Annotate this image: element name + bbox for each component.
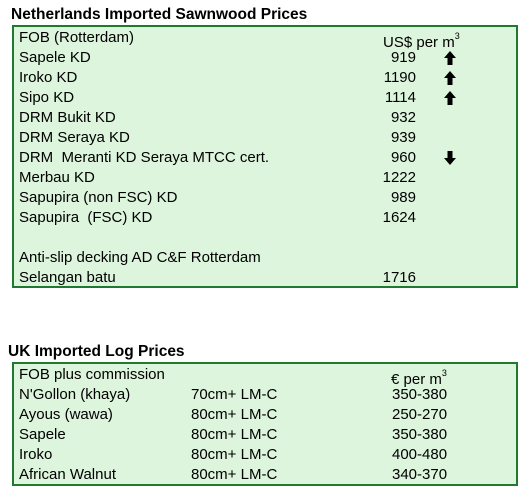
table-header-row: FOB (Rotterdam) US$ per m3 [14,28,516,51]
table-header-row: FOB plus commission € per m3 [14,365,516,388]
wood-name: Sapupira (FSC) KD [19,209,153,226]
wood-name: Selangan batu [19,269,116,286]
wood-name: Iroko KD [19,69,78,86]
down-arrow-icon [444,151,456,165]
wood-name: DRM Meranti KD Seraya MTCC cert. [19,149,270,166]
up-arrow-icon [444,51,456,65]
price-range: 400-480 [392,446,448,463]
wood-name: DRM Bukit KD [19,109,116,126]
price-value: 989 [390,189,416,206]
table-row: Sipo KD 1114 [14,88,516,108]
up-arrow-icon [444,91,456,105]
wood-name: Sapupira (non FSC) KD [19,189,178,206]
price-value: 939 [390,129,416,146]
uk-price-table: FOB plus commission € per m3 N'Gollon (k… [12,362,518,486]
grade-spec: 70cm+ LM-C [191,386,278,403]
price-value: 932 [390,109,416,126]
price-value: 1114 [384,89,416,106]
table-row: DRM Seraya KD 939 [14,128,516,148]
price-range: 250-270 [392,406,448,423]
wood-name: Sapele KD [19,49,91,66]
header-label: FOB plus commission [19,366,165,383]
price-value: 1624 [382,209,416,226]
table-row: Iroko KD 1190 [14,68,516,88]
price-value: 960 [390,149,416,166]
table-row: DRM Meranti KD Seraya MTCC cert. 960 [14,148,516,168]
price-value: 1190 [383,69,416,86]
netherlands-price-table: FOB (Rotterdam) US$ per m3 Sapele KD 919… [12,25,518,288]
wood-name: Sipo KD [19,89,75,106]
price-value: 1222 [382,169,416,186]
decking-heading: Anti-slip decking AD C&F Rotterdam [19,249,261,266]
price-value: 1716 [382,269,416,286]
decking-heading-row: Anti-slip decking AD C&F Rotterdam [14,248,516,268]
price-range: 340-370 [392,466,448,483]
header-unit: € per m3 [391,368,447,388]
table-row: Iroko 80cm+ LM-C 400-480 [14,445,516,465]
header-unit: US$ per m3 [383,31,460,51]
table-row: Ayous (wawa) 80cm+ LM-C 250-270 [14,405,516,425]
grade-spec: 80cm+ LM-C [191,446,278,463]
species-name: Sapele [19,426,66,443]
uk-title: UK Imported Log Prices [8,343,185,360]
grade-spec: 80cm+ LM-C [191,466,278,483]
species-name: N'Gollon (khaya) [19,386,131,403]
grade-spec: 80cm+ LM-C [191,406,278,423]
wood-name: Merbau KD [19,169,95,186]
table-row: Merbau KD 1222 [14,168,516,188]
wood-name: DRM Seraya KD [19,129,130,146]
table-row: Sapupira (FSC) KD 1624 [14,208,516,228]
header-label: FOB (Rotterdam) [19,29,135,46]
up-arrow-icon [444,71,456,85]
price-value: 919 [390,49,416,66]
table-row: Sapele KD 919 [14,48,516,68]
price-range: 350-380 [392,386,448,403]
grade-spec: 80cm+ LM-C [191,426,278,443]
species-name: Iroko [19,446,53,463]
table-row: N'Gollon (khaya) 70cm+ LM-C 350-380 [14,385,516,405]
species-name: Ayous (wawa) [19,406,113,423]
species-name: African Walnut [19,466,116,483]
table-row: DRM Bukit KD 932 [14,108,516,128]
table-row: Selangan batu 1716 [14,268,516,288]
table-row: African Walnut 80cm+ LM-C 340-370 [14,465,516,485]
table-row: Sapele 80cm+ LM-C 350-380 [14,425,516,445]
price-range: 350-380 [392,426,448,443]
netherlands-title: Netherlands Imported Sawnwood Prices [11,6,308,23]
table-row: Sapupira (non FSC) KD 989 [14,188,516,208]
